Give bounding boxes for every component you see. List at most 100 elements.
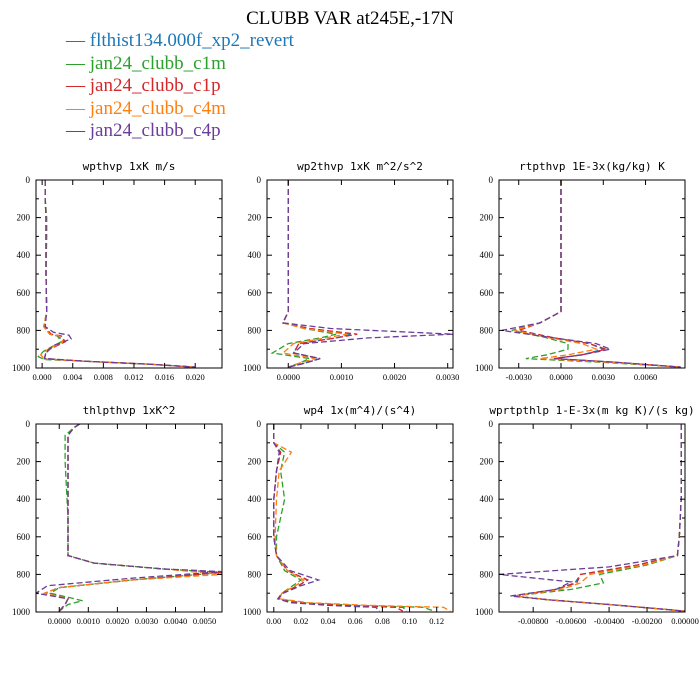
y-tick-label: 600 bbox=[248, 288, 262, 298]
x-tick-label: 0.08 bbox=[375, 616, 390, 626]
plot-panel: rtpthvp 1E-3x(kg/kg) K 0 200 400 600 800 1000 -… bbox=[475, 160, 686, 382]
x-tick-label: 0.012 bbox=[124, 372, 143, 382]
series-group bbox=[270, 180, 453, 368]
x-tick-label: 0.06 bbox=[348, 616, 363, 626]
y-tick-label: 400 bbox=[17, 250, 31, 260]
series-line bbox=[273, 424, 408, 612]
y-tick-label: 800 bbox=[248, 325, 262, 335]
x-tick-label: 0.0040 bbox=[164, 616, 187, 626]
series-line bbox=[48, 424, 222, 612]
plot-panel: wprtpthlp 1-E-3x(m kg K)/(s kg) 0 200 400 60… bbox=[475, 404, 699, 626]
series-group bbox=[36, 424, 222, 612]
y-tick-label: 800 bbox=[480, 325, 494, 335]
series-group bbox=[273, 424, 451, 612]
y-tick-label: 400 bbox=[480, 250, 494, 260]
y-tick-label: 1000 bbox=[243, 607, 262, 617]
y-tick-label: 200 bbox=[248, 213, 262, 223]
plot-title: wp2thvp 1xK m^2/s^2 bbox=[297, 160, 423, 173]
y-tick-label: 400 bbox=[248, 250, 262, 260]
legend-swatch: — bbox=[66, 97, 90, 119]
legend-item: — jan24_clubb_c4m bbox=[66, 98, 294, 121]
x-tick-label: -0.00800 bbox=[518, 616, 548, 626]
x-tick-label: 0.0020 bbox=[106, 616, 129, 626]
legend-item: — jan24_clubb_c1p bbox=[66, 75, 294, 98]
x-tick-label: 0.020 bbox=[186, 372, 205, 382]
series-line bbox=[514, 424, 685, 612]
x-tick-label: 0.12 bbox=[429, 616, 444, 626]
series-line bbox=[43, 180, 196, 368]
x-tick-label: 0.016 bbox=[155, 372, 174, 382]
x-tick-label: 0.008 bbox=[94, 372, 113, 382]
y-tick-label: 0 bbox=[257, 175, 262, 185]
series-line bbox=[514, 424, 685, 612]
series-line bbox=[511, 180, 681, 368]
x-tick-label: 0.0000 bbox=[549, 372, 572, 382]
legend-label: flthist134.000f_xp2_revert bbox=[89, 30, 294, 51]
x-tick-label: 0.10 bbox=[402, 616, 417, 626]
x-tick-label: 0.0010 bbox=[330, 372, 353, 382]
y-tick-label: 600 bbox=[17, 288, 31, 298]
series-group bbox=[501, 180, 681, 368]
figure-title: CLUBB VAR at245E,-17N bbox=[246, 8, 454, 29]
y-tick-label: 800 bbox=[248, 569, 262, 579]
y-tick-label: 200 bbox=[480, 213, 494, 223]
x-tick-label: 0.0020 bbox=[383, 372, 406, 382]
y-tick-label: 200 bbox=[17, 457, 31, 467]
y-tick-label: 600 bbox=[17, 532, 31, 542]
y-tick-label: 600 bbox=[480, 288, 494, 298]
series-line bbox=[273, 424, 435, 612]
x-tick-label: -0.00200 bbox=[632, 616, 662, 626]
x-tick-label: 0.0010 bbox=[77, 616, 100, 626]
plot-panel: wp4 1x(m^4)/(s^4) 0 200 400 600 800 1000 0.00 0.… bbox=[243, 404, 454, 626]
x-tick-label: 0.000 bbox=[33, 372, 52, 382]
x-tick-label: 0.0000 bbox=[277, 372, 300, 382]
legend-swatch: — bbox=[66, 120, 90, 141]
y-tick-label: 800 bbox=[17, 325, 31, 335]
y-tick-label: 1000 bbox=[12, 363, 31, 373]
x-tick-label: 0.0030 bbox=[592, 372, 615, 382]
series-group bbox=[499, 424, 685, 612]
y-tick-label: 400 bbox=[480, 494, 494, 504]
y-tick-label: 0 bbox=[489, 419, 494, 429]
x-tick-label: 0.04 bbox=[321, 616, 337, 626]
x-tick-label: 0.0050 bbox=[193, 616, 216, 626]
y-tick-label: 800 bbox=[480, 569, 494, 579]
legend-item: — flthist134.000f_xp2_revert bbox=[66, 30, 294, 53]
x-tick-label: 0.0030 bbox=[135, 616, 158, 626]
series-line bbox=[514, 180, 681, 368]
y-tick-label: 0 bbox=[257, 419, 262, 429]
legend-label: jan24_clubb_c1p bbox=[89, 75, 221, 96]
series-line bbox=[516, 180, 681, 368]
series-line bbox=[270, 180, 337, 368]
legend-item: — jan24_clubb_c4p bbox=[66, 120, 294, 143]
y-tick-label: 400 bbox=[248, 494, 262, 504]
series-line bbox=[501, 180, 681, 368]
series-line bbox=[499, 424, 685, 612]
y-tick-label: 1000 bbox=[243, 363, 262, 373]
y-tick-label: 600 bbox=[480, 532, 494, 542]
y-tick-label: 400 bbox=[17, 494, 31, 504]
plot-title: rtpthvp 1E-3x(kg/kg) K bbox=[519, 160, 665, 173]
plot-frame bbox=[498, 179, 686, 369]
series-line bbox=[273, 424, 451, 612]
y-tick-label: 800 bbox=[17, 569, 31, 579]
plot-frame bbox=[266, 179, 454, 369]
plot-title: wprtpthlp 1-E-3x(m kg K)/(s kg) bbox=[489, 404, 694, 417]
y-tick-label: 0 bbox=[489, 175, 494, 185]
series-line bbox=[514, 424, 685, 612]
legend-label: jan24_clubb_c1m bbox=[89, 52, 226, 74]
y-tick-label: 0 bbox=[26, 419, 31, 429]
legend-swatch: — bbox=[66, 30, 90, 51]
plot-title: wp4 1x(m^4)/(s^4) bbox=[304, 404, 417, 417]
series-line bbox=[43, 180, 196, 368]
series-line bbox=[516, 180, 681, 368]
plot-frame bbox=[498, 423, 686, 613]
x-tick-label: -0.00400 bbox=[594, 616, 624, 626]
series-line bbox=[273, 424, 381, 612]
x-tick-label: -0.0030 bbox=[506, 372, 532, 382]
x-tick-label: 0.02 bbox=[294, 616, 309, 626]
plot-title: thlpthvp 1xK^2 bbox=[83, 404, 176, 417]
legend-label: jan24_clubb_c4p bbox=[89, 120, 221, 141]
